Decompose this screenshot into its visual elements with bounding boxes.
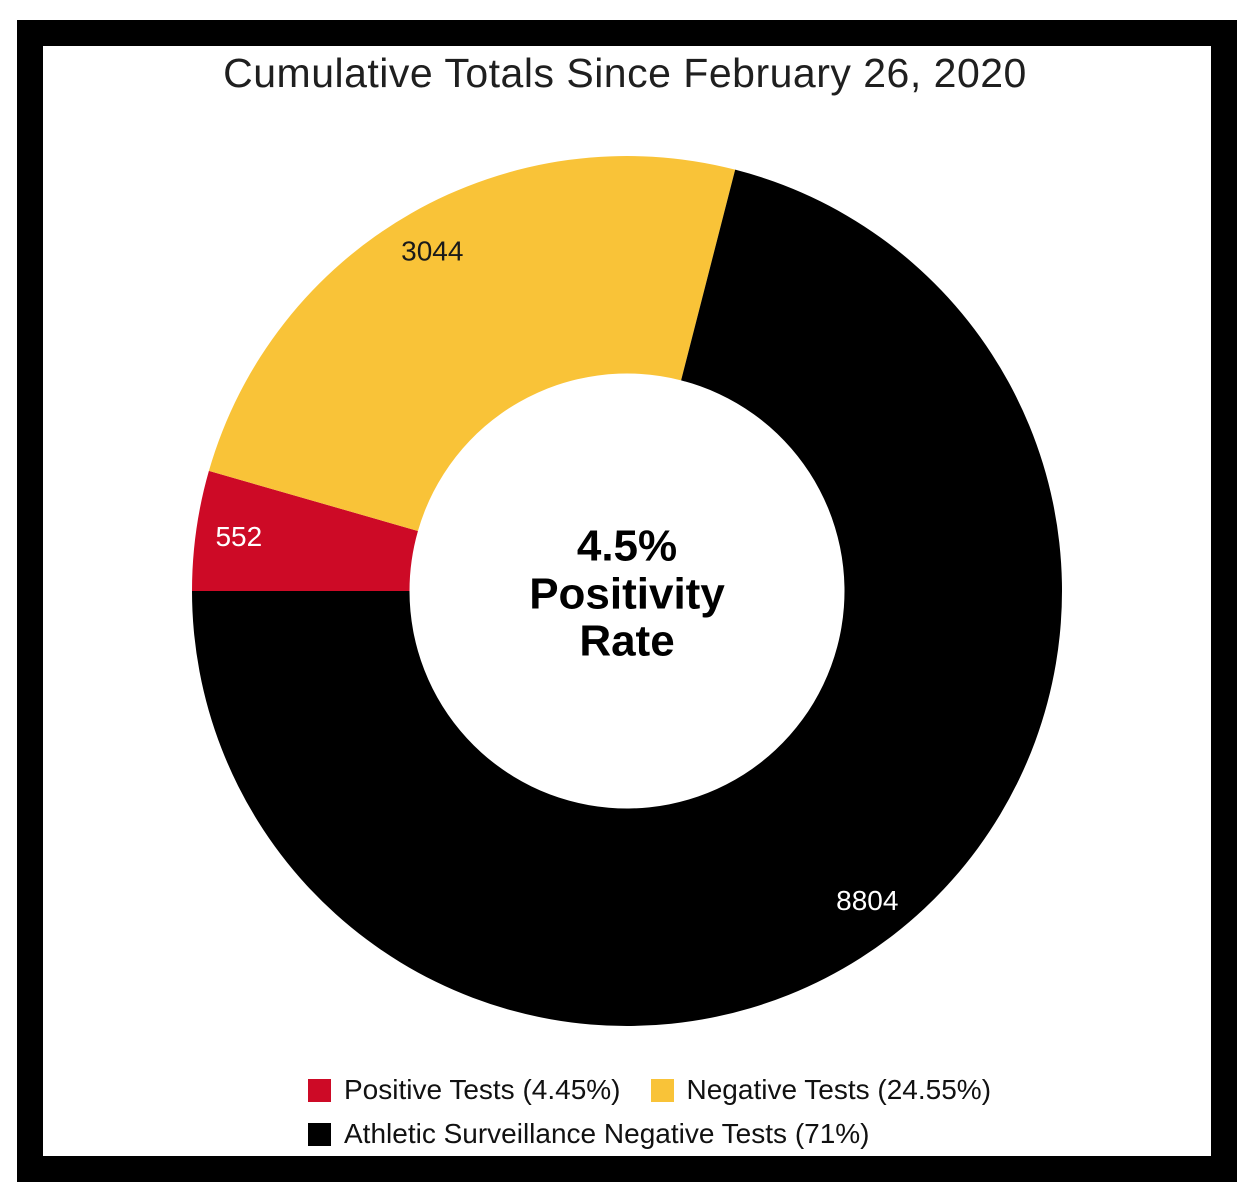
slice-value-label-athletic-surveillance-negative-tests: 8804: [836, 885, 898, 916]
positive-tests-swatch-icon: [308, 1078, 331, 1102]
chart-title: Cumulative Totals Since February 26, 202…: [223, 50, 1027, 96]
legend-item-positive-tests[interactable]: Positive Tests (4.45%): [308, 1074, 621, 1106]
pie-slice-positive-tests: [192, 470, 418, 591]
legend-row-2: Athletic Surveillance Negative Tests (71…: [308, 1118, 991, 1150]
pie-slice-athletic-surveillance-negative-tests: [192, 169, 1062, 1027]
legend-label-athletic-surveillance: Athletic Surveillance Negative Tests (71…: [344, 1118, 870, 1149]
pie-slice-negative-tests: [208, 156, 736, 531]
positivity-rate-word1: Positivity: [529, 569, 725, 619]
slice-value-label-positive-tests: 552: [215, 521, 262, 552]
negative-tests-swatch-icon: [650, 1078, 674, 1102]
athletic-surveillance-swatch-icon: [308, 1122, 331, 1146]
legend-label-negative-tests: Negative Tests (24.55%): [686, 1074, 992, 1105]
positivity-rate-word2: Rate: [579, 616, 675, 666]
slice-value-label-negative-tests: 3044: [401, 235, 463, 266]
legend-row-1: Positive Tests (4.45%) Negative Tests (2…: [308, 1074, 991, 1106]
legend: Positive Tests (4.45%) Negative Tests (2…: [308, 1074, 991, 1150]
positivity-rate-value: 4.5%: [576, 521, 678, 571]
legend-item-athletic-surveillance[interactable]: Athletic Surveillance Negative Tests (71…: [308, 1118, 870, 1150]
legend-item-negative-tests[interactable]: Negative Tests (24.55%): [650, 1074, 992, 1106]
positivity-rate-label: 4.5% Positivity Rate: [529, 523, 725, 666]
legend-label-positive-tests: Positive Tests (4.45%): [344, 1074, 621, 1105]
